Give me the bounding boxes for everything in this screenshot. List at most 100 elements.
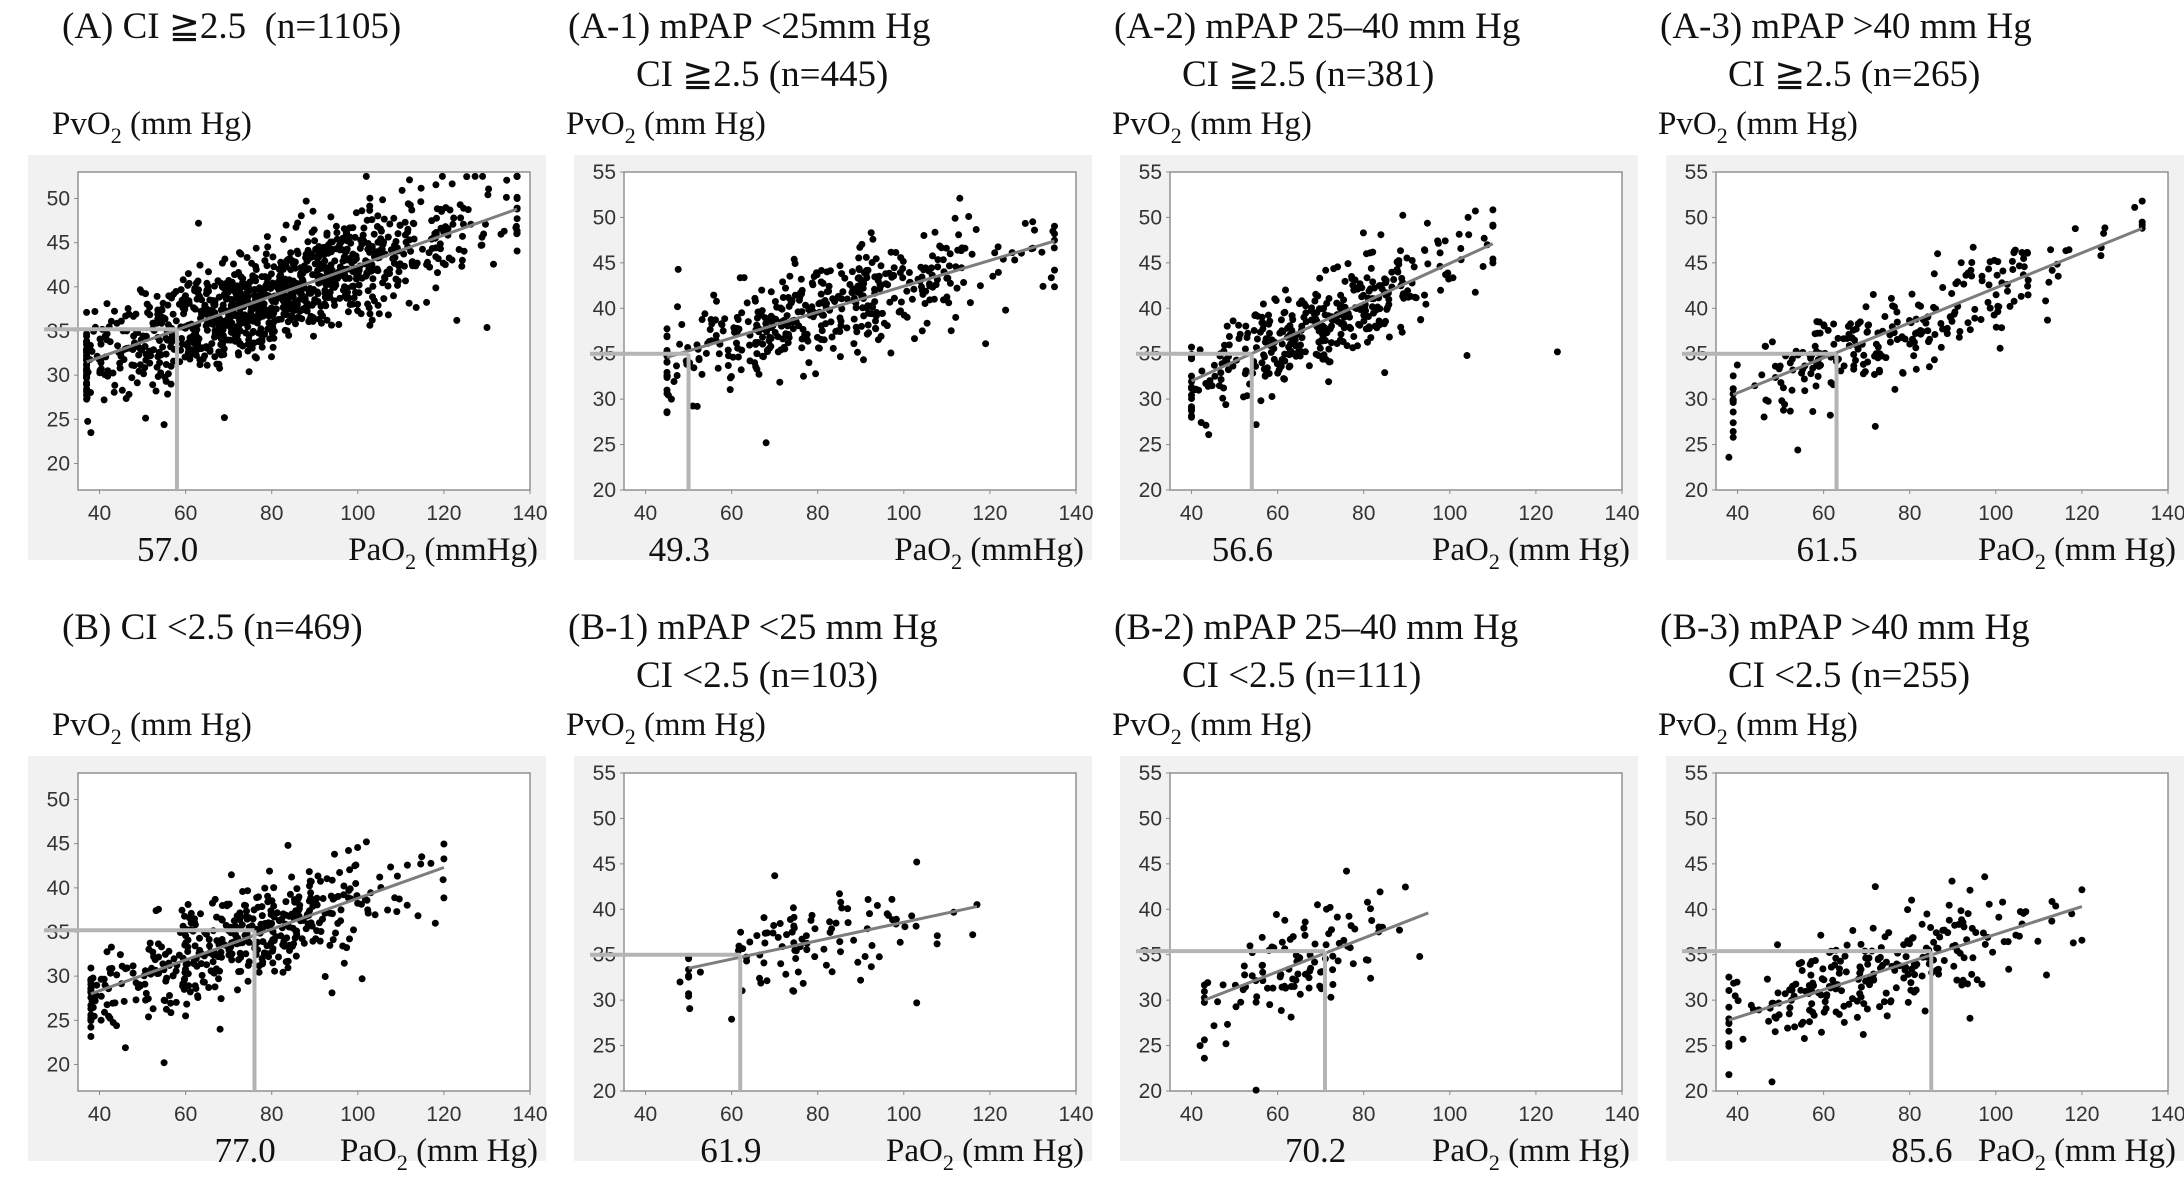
data-point — [1893, 318, 1901, 326]
data-point — [850, 936, 858, 944]
data-point — [1287, 1013, 1295, 1021]
data-point — [786, 272, 794, 280]
data-point — [263, 233, 271, 241]
data-point — [215, 975, 222, 983]
data-point — [417, 198, 425, 206]
data-point — [903, 287, 911, 295]
data-point — [1296, 347, 1304, 355]
data-point — [1864, 960, 1872, 968]
data-point — [945, 262, 953, 270]
data-point — [83, 379, 91, 387]
data-point — [205, 936, 213, 943]
data-point — [1765, 1017, 1773, 1025]
data-point — [753, 314, 761, 322]
data-point — [280, 235, 287, 243]
data-point — [2100, 229, 2108, 237]
data-point — [91, 308, 99, 315]
data-point — [441, 261, 449, 269]
data-point — [334, 919, 342, 927]
data-point — [183, 970, 190, 978]
data-point — [663, 408, 671, 416]
y-tick-label: 25 — [1685, 1035, 1708, 1058]
data-point — [1927, 924, 1935, 931]
data-point — [1191, 386, 1199, 394]
data-point — [168, 332, 176, 340]
data-point — [690, 364, 698, 372]
y-tick-label: 25 — [47, 1009, 70, 1032]
data-point — [884, 281, 892, 289]
y-tick-label: 55 — [593, 161, 616, 184]
data-point — [1725, 1071, 1733, 1079]
data-point — [83, 351, 91, 359]
data-point — [828, 333, 836, 341]
data-point — [1408, 257, 1416, 264]
data-point — [287, 249, 295, 257]
data-point — [1051, 230, 1058, 238]
data-point — [170, 955, 178, 963]
data-point — [862, 270, 870, 278]
data-point — [1946, 313, 1954, 321]
y-tick-label: 55 — [1139, 762, 1162, 785]
data-point — [1978, 272, 1986, 280]
data-point — [1300, 313, 1308, 321]
data-point — [737, 366, 745, 374]
data-point — [1252, 1086, 1260, 1094]
y-tick-label: 30 — [47, 965, 70, 988]
x-axis-label: PaO2 (mmHg) — [894, 532, 1084, 575]
data-point — [351, 233, 359, 241]
data-point — [1900, 974, 1908, 982]
x-tick-label: 60 — [174, 1103, 197, 1126]
data-point — [1242, 322, 1250, 330]
data-point — [513, 172, 521, 180]
data-point — [726, 386, 734, 394]
data-point — [1286, 348, 1294, 356]
data-point — [850, 340, 858, 348]
data-point — [1911, 971, 1918, 979]
y-tick-label: 20 — [47, 1054, 70, 1077]
data-point — [1989, 948, 1997, 956]
data-point — [969, 931, 977, 939]
data-point — [352, 209, 360, 217]
data-point — [370, 230, 378, 238]
data-point — [734, 316, 742, 323]
data-point — [1802, 987, 1810, 995]
data-point — [740, 274, 748, 282]
data-point — [1996, 344, 2004, 352]
data-point — [278, 264, 286, 272]
data-point — [1956, 328, 1964, 335]
data-point — [1794, 446, 1802, 454]
data-point — [248, 259, 256, 267]
y-axis-label: PvO2 (mm Hg) — [52, 106, 252, 149]
data-point — [1981, 873, 1989, 881]
data-point — [271, 967, 279, 975]
data-point — [1892, 984, 1900, 992]
data-point — [110, 388, 118, 396]
data-point — [1298, 322, 1306, 330]
data-point — [223, 286, 230, 294]
data-point — [1774, 941, 1781, 949]
y-axis-label-main: PvO — [1658, 707, 1717, 743]
panel-title: (B-2) mPAP 25–40 mm Hg — [1114, 607, 1519, 648]
data-point — [464, 206, 472, 214]
x-axis-label-subscript: 2 — [396, 1150, 408, 1175]
data-point — [1300, 924, 1308, 932]
data-point — [744, 318, 752, 326]
threshold-value: 70.2 — [1284, 1131, 1347, 1170]
data-point — [1836, 965, 1843, 973]
data-point — [129, 346, 137, 353]
data-point — [243, 254, 251, 261]
data-point — [890, 264, 898, 272]
data-point — [1262, 335, 1270, 343]
data-point — [336, 246, 344, 254]
data-point — [1907, 986, 1915, 994]
data-point — [836, 938, 844, 946]
data-point — [1307, 307, 1315, 315]
x-tick-label: 40 — [634, 502, 657, 525]
data-point — [244, 977, 252, 985]
data-point — [195, 219, 202, 227]
data-point — [860, 356, 867, 364]
data-point — [365, 304, 373, 312]
data-point — [314, 258, 322, 266]
data-point — [1294, 970, 1302, 978]
data-point — [1992, 323, 2000, 331]
